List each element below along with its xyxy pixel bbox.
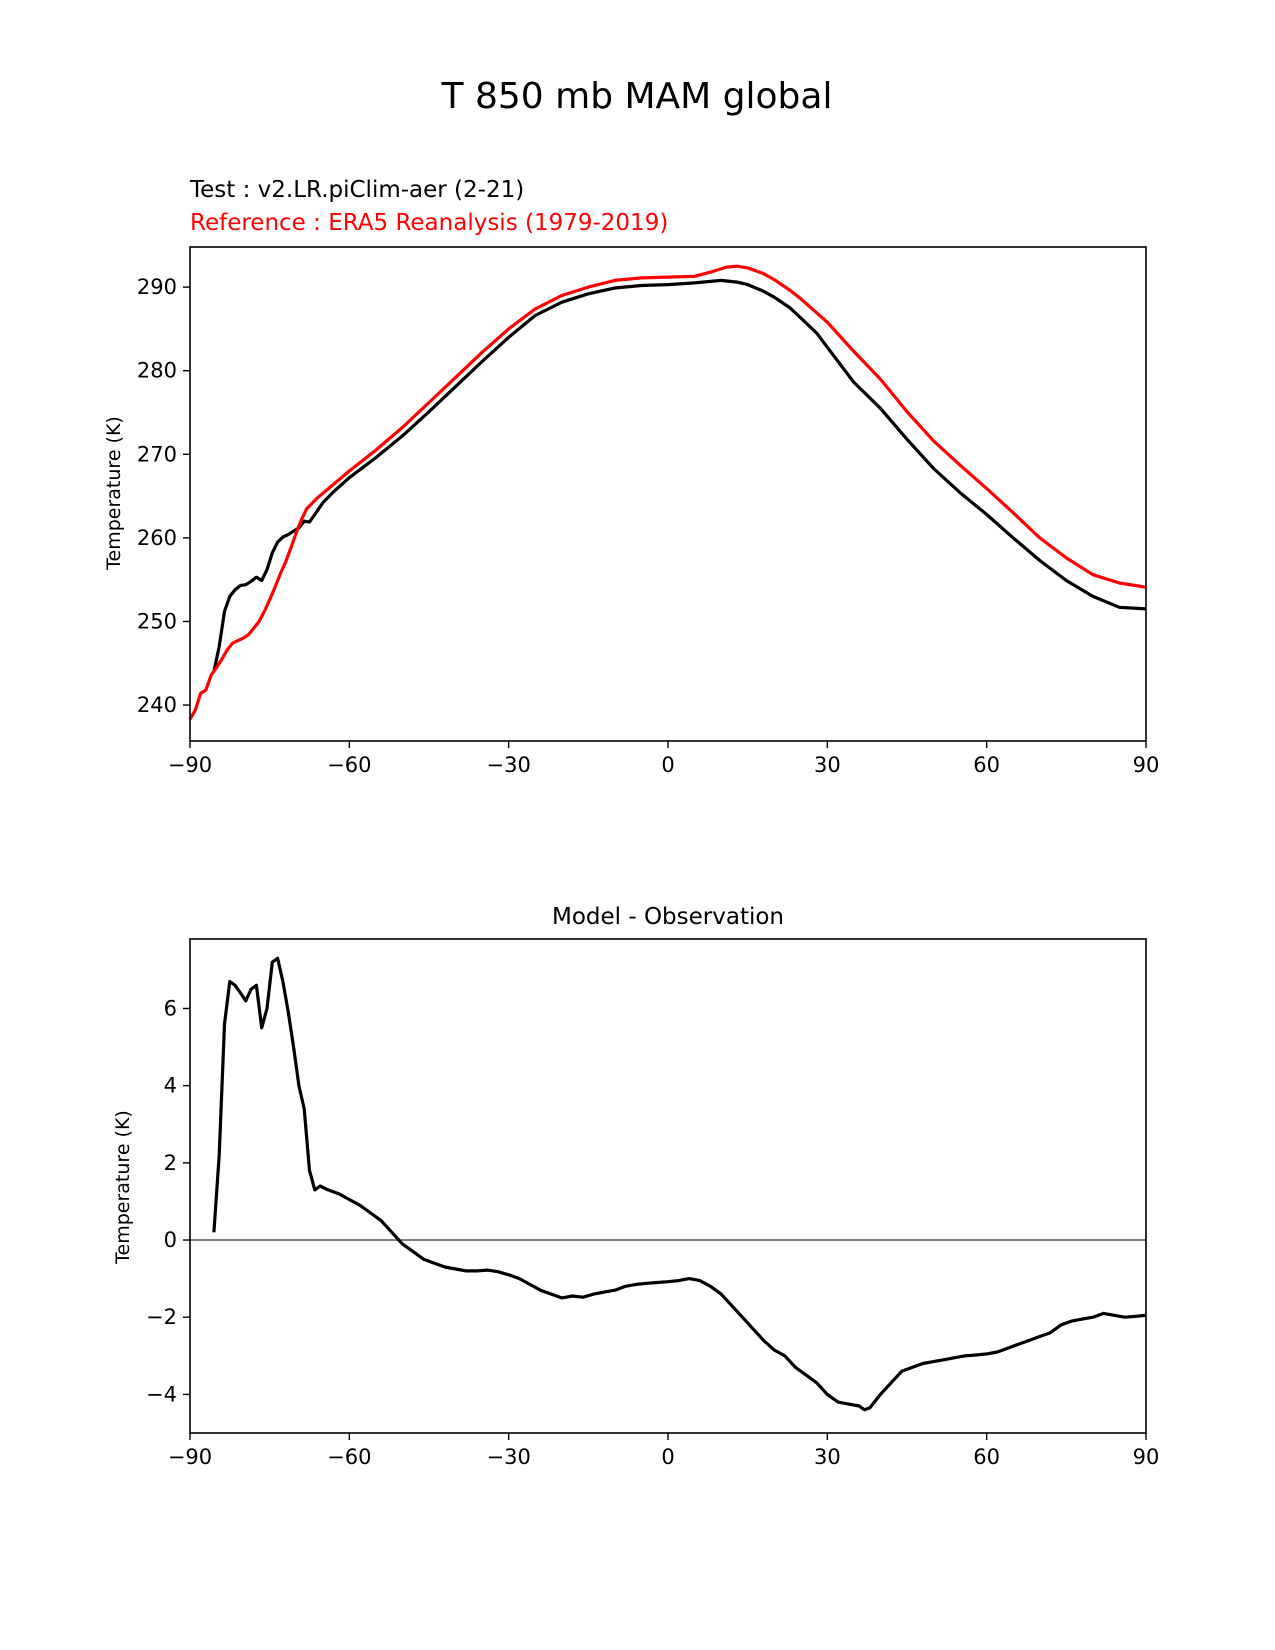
x-tick-label: −90 (168, 753, 212, 777)
x-tick-label: 30 (814, 1445, 841, 1469)
y-tick-label: 0 (164, 1228, 177, 1252)
reference-label: Reference : ERA5 Reanalysis (1979-2019) (190, 210, 668, 236)
difference-panel-title: Model - Observation (552, 904, 784, 930)
difference-panel: −90 −60 −30 0 30 60 90 −4 −2 0 2 4 6 (146, 938, 1160, 1469)
upper-y-axis-label: Temperature (K) (103, 416, 125, 571)
y-tick-label: 270 (137, 442, 177, 466)
x-tick-label: −90 (168, 1445, 212, 1469)
series-line-reference (188, 264, 1147, 721)
y-tick-label: 260 (137, 526, 177, 550)
y-tick-label: 290 (137, 275, 177, 299)
series-line-test (212, 278, 1147, 672)
y-tick-label: 250 (137, 609, 177, 633)
x-tick-label: −60 (327, 1445, 371, 1469)
x-tick-label: 60 (973, 1445, 1000, 1469)
test-label: Test : v2.LR.piClim-aer (2-21) (189, 177, 524, 203)
x-tick-label: 30 (814, 753, 841, 777)
x-tick-label: 90 (1133, 1445, 1160, 1469)
y-tick-label: 240 (137, 693, 177, 717)
x-tick-label: 90 (1133, 753, 1160, 777)
plot-frame (189, 938, 1147, 1434)
series-line-test-difference (212, 956, 1147, 1412)
x-tick-label: 60 (973, 753, 1000, 777)
y-tick-label: −4 (146, 1382, 177, 1406)
y-tick-label: 280 (137, 359, 177, 383)
figure-title: T 850 mb MAM global (441, 76, 833, 117)
y-tick-label: 2 (164, 1151, 177, 1175)
y-tick-label: 6 (164, 996, 177, 1020)
x-tick-label: 0 (661, 1445, 674, 1469)
x-tick-label: 0 (661, 753, 674, 777)
x-tick-label: −30 (487, 1445, 531, 1469)
x-tick-label: −60 (327, 753, 371, 777)
y-tick-label: −2 (146, 1305, 177, 1329)
upper-temperature-panel: −90 −60 −30 0 30 60 90 240 250 260 270 280 290 (137, 246, 1160, 777)
x-tick-label: −30 (487, 753, 531, 777)
difference-y-axis-label: Temperature (K) (112, 1110, 134, 1265)
y-tick-label: 4 (164, 1074, 177, 1098)
